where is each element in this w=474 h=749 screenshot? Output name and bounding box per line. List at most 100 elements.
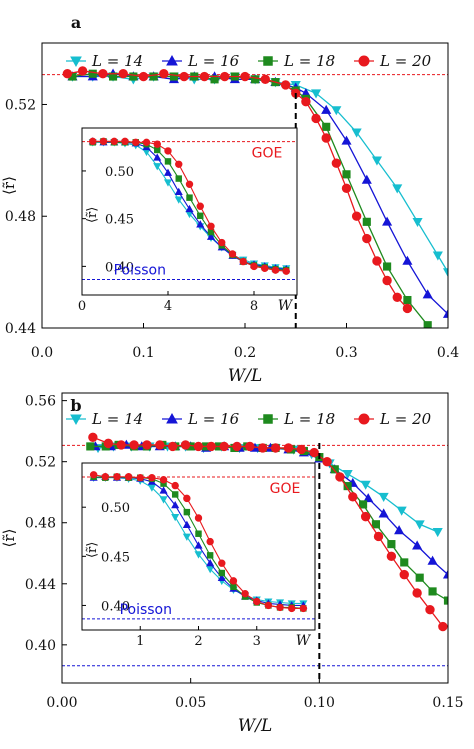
inset-data-point xyxy=(253,597,261,606)
inset-data-point xyxy=(271,266,280,274)
data-point xyxy=(442,569,448,579)
data-point xyxy=(428,587,437,596)
inset-data-point xyxy=(197,212,204,220)
inset-data-point xyxy=(175,175,182,182)
legend-label: L = 16 xyxy=(187,410,240,428)
inset-data-point xyxy=(218,559,226,567)
legend-label: L = 14 xyxy=(91,410,143,428)
inset-data-point xyxy=(194,514,203,522)
data-point xyxy=(311,113,321,124)
inset-goe-label: GOE xyxy=(270,481,301,497)
inset-data-point xyxy=(175,160,183,168)
data-point xyxy=(341,135,352,145)
data-point xyxy=(240,71,250,82)
inset-y-axis-label: ⟨r̃⟩ xyxy=(85,207,100,223)
data-point xyxy=(378,492,389,503)
y-tick-label: 0.48 xyxy=(5,209,36,225)
inset-data-point xyxy=(206,537,214,546)
data-point xyxy=(321,104,332,114)
y-tick-label: 0.40 xyxy=(25,638,56,654)
data-point xyxy=(351,128,362,138)
inset-x-axis-label: W xyxy=(278,298,294,314)
inset-data-point xyxy=(124,473,133,481)
data-point xyxy=(371,156,382,166)
data-point xyxy=(335,472,345,482)
inset-data-point xyxy=(217,573,226,581)
data-point xyxy=(296,444,307,455)
series-group xyxy=(86,432,448,632)
data-point xyxy=(402,255,413,265)
data-point xyxy=(62,69,73,79)
data-point xyxy=(322,122,331,131)
inset-data-point xyxy=(299,604,308,613)
series-line-4 xyxy=(92,436,444,627)
inset-y-tick-label: 0.50 xyxy=(105,165,134,180)
inset-data-point xyxy=(183,494,191,503)
data-point xyxy=(138,71,149,82)
inset-data-point xyxy=(182,533,191,541)
x-tick-label: 0.10 xyxy=(304,695,335,711)
y-axis-label: ⟨r̃⟩ xyxy=(0,176,18,195)
data-point xyxy=(270,443,281,453)
data-point xyxy=(108,72,118,81)
data-point xyxy=(206,441,216,452)
legend-label: L = 14 xyxy=(91,52,143,70)
data-point xyxy=(415,573,424,582)
data-point xyxy=(432,528,443,538)
data-point xyxy=(403,295,412,305)
data-point xyxy=(283,443,294,453)
y-tick-label: 0.56 xyxy=(25,394,56,410)
inset-data-point xyxy=(185,204,194,213)
data-point xyxy=(88,432,98,442)
legend-label: L = 18 xyxy=(283,52,335,70)
data-point xyxy=(363,493,374,503)
data-point xyxy=(362,233,372,244)
inset-data-point xyxy=(229,577,238,585)
data-point xyxy=(412,217,423,228)
data-point xyxy=(348,492,358,502)
data-point xyxy=(232,441,242,452)
inset-data-point xyxy=(185,180,194,189)
data-point xyxy=(378,508,389,518)
data-point xyxy=(129,72,138,81)
inset-data-point xyxy=(171,501,180,509)
y-tick-label: 0.52 xyxy=(5,97,36,113)
inset-data-point xyxy=(206,232,216,240)
inset-x-tick-label: 0 xyxy=(78,299,86,314)
x-tick-label: 0.15 xyxy=(432,695,463,711)
inset-data-point xyxy=(171,481,179,490)
data-point xyxy=(98,69,108,79)
x-tick-label: 0.0 xyxy=(31,345,53,361)
inset-data-point xyxy=(228,250,237,258)
inset-x-tick-label: 1 xyxy=(136,634,144,649)
panel-label: b xyxy=(70,396,81,415)
x-tick-label: 0.05 xyxy=(175,695,206,711)
inset-data-point xyxy=(89,137,97,146)
inset-data-point xyxy=(159,486,168,494)
data-point xyxy=(88,69,97,78)
data-point xyxy=(387,540,396,549)
data-point xyxy=(412,540,423,550)
series-group xyxy=(62,66,448,328)
inset-y-tick-label: 0.40 xyxy=(105,260,134,275)
inset-data-point xyxy=(206,558,215,567)
y-tick-label: 0.44 xyxy=(5,321,36,337)
data-point xyxy=(399,569,409,580)
inset-data-point xyxy=(110,137,118,146)
data-point xyxy=(193,441,204,452)
inset-data-point xyxy=(164,147,172,155)
data-point xyxy=(159,69,169,79)
inset-data-point xyxy=(282,267,290,275)
inset-data-point xyxy=(89,471,98,479)
inset-data-point xyxy=(142,138,151,147)
inset-data-point xyxy=(182,520,191,528)
legend-label: L = 18 xyxy=(283,410,335,428)
inset-data-point xyxy=(153,140,161,148)
data-point xyxy=(438,621,448,632)
inset-data-point xyxy=(288,604,296,613)
inset-y-tick-label: 0.50 xyxy=(101,501,130,516)
inset-y-tick-label: 0.45 xyxy=(101,550,130,565)
data-point xyxy=(260,74,270,85)
inset-data-point xyxy=(163,168,173,176)
data-point xyxy=(423,321,432,328)
